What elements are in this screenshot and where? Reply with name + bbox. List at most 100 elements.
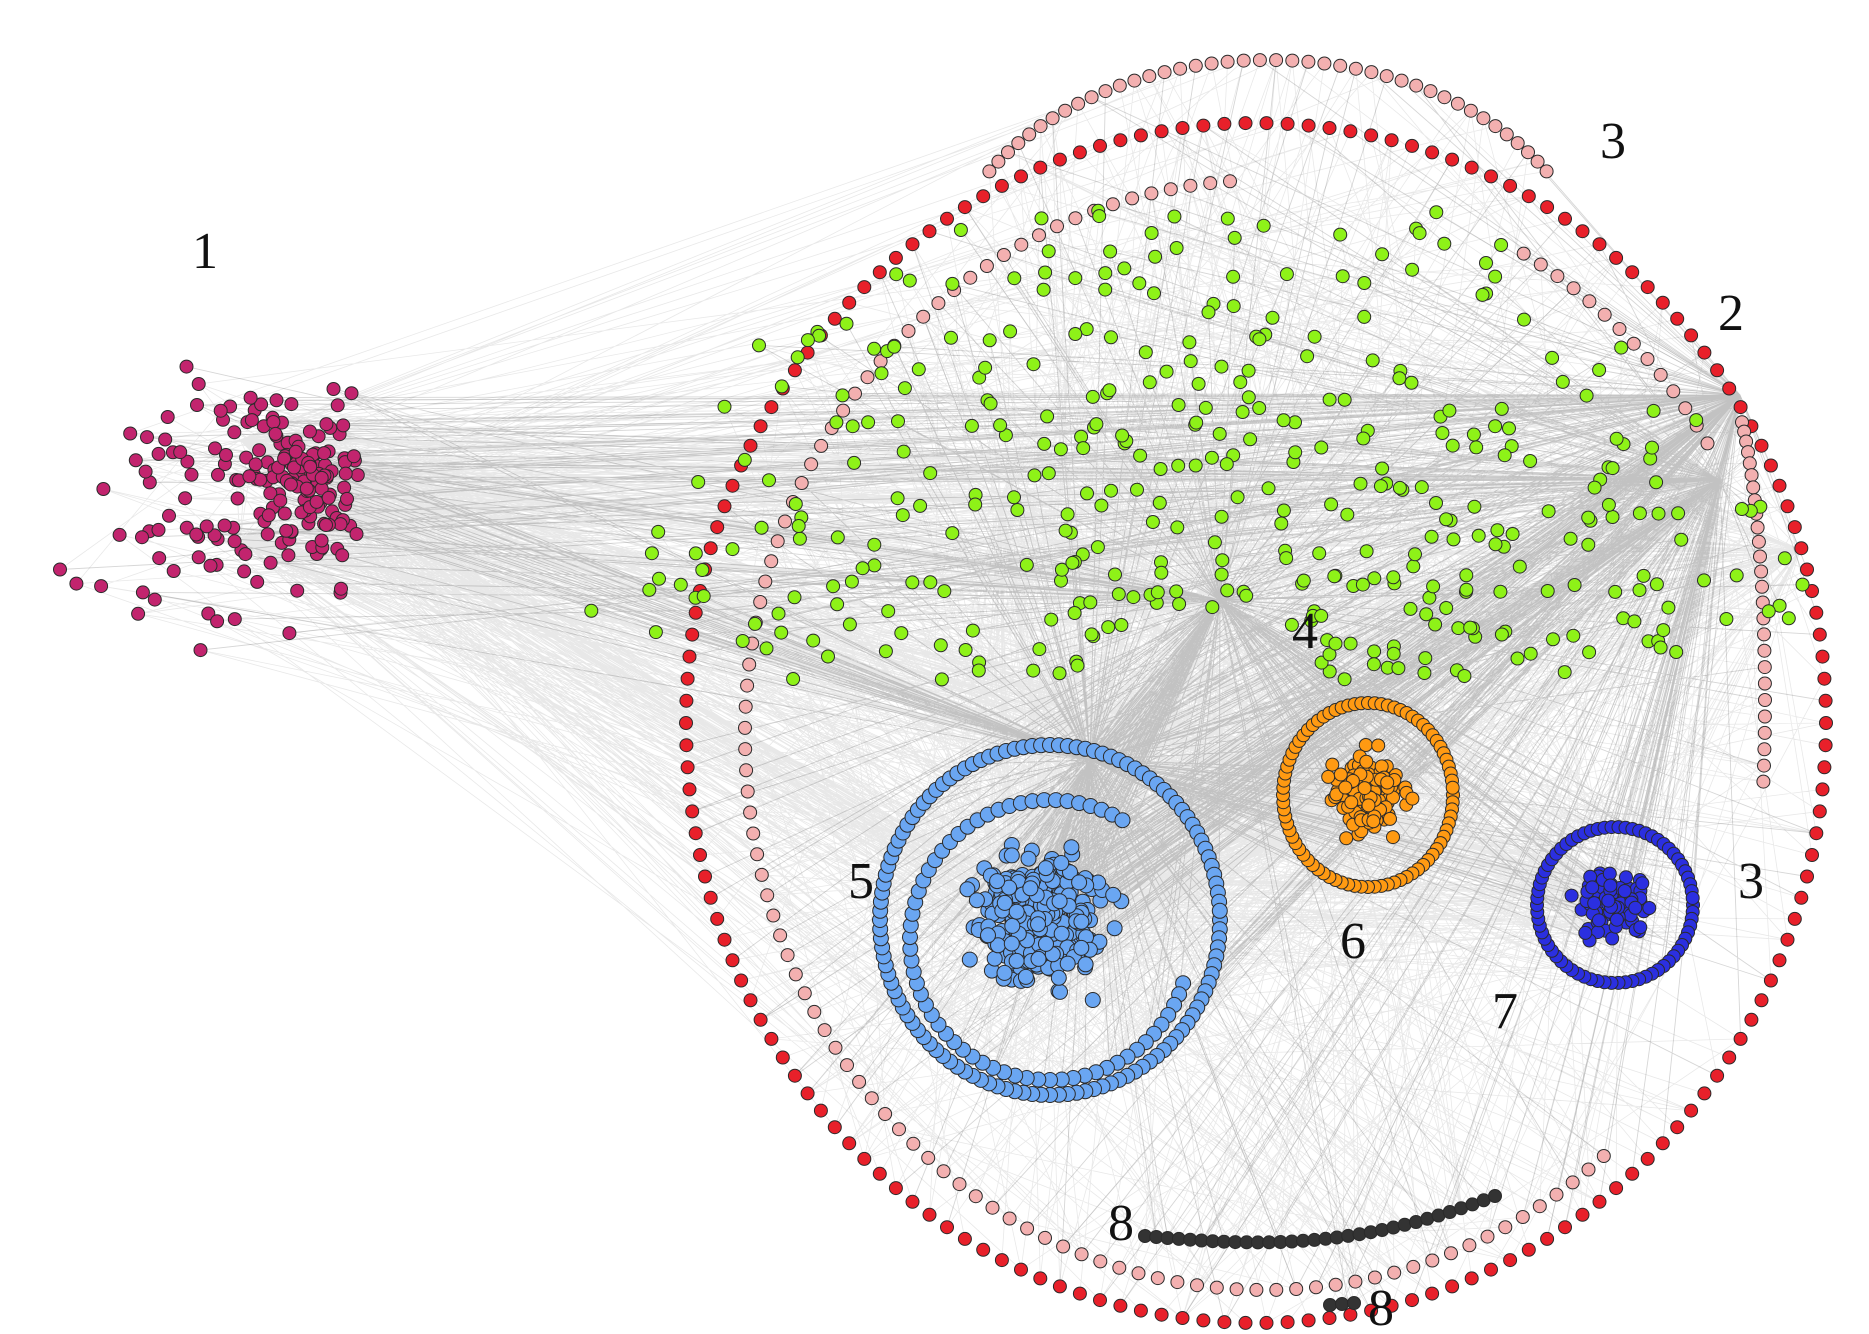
node-cluster-3: [1516, 246, 1531, 261]
node-cluster-4: [1041, 466, 1056, 481]
node-cluster-2: [1818, 738, 1833, 753]
node-cluster-1: [135, 530, 149, 545]
node-cluster-2: [1425, 145, 1440, 160]
node-cluster-2: [1384, 1298, 1399, 1313]
node-cluster-2: [787, 363, 802, 378]
node-cluster-2: [1640, 1151, 1655, 1166]
node-cluster-3: [1190, 1278, 1204, 1293]
node-cluster-2: [1093, 1293, 1107, 1308]
cluster-4-label: 4: [1292, 603, 1318, 660]
node-cluster-2: [679, 693, 694, 708]
node-cluster-4: [1579, 388, 1594, 403]
node-cluster-2: [698, 869, 712, 884]
node-cluster-4: [1090, 540, 1105, 555]
node-cluster-1: [321, 490, 336, 505]
node-cluster-4: [889, 267, 904, 282]
node-cluster-2: [1817, 760, 1832, 775]
node-cluster-4: [1076, 441, 1091, 456]
cluster-4-nodes: [584, 203, 1810, 687]
node-cluster-3: [1626, 336, 1641, 351]
node-cluster-7: [1601, 893, 1616, 908]
node-cluster-2: [994, 178, 1009, 193]
node-cluster-1: [349, 527, 364, 541]
node-cluster-4: [830, 597, 845, 612]
node-cluster-2: [1133, 1303, 1148, 1318]
node-cluster-1: [158, 432, 173, 447]
node-cluster-4: [1007, 271, 1022, 286]
node-cluster-4: [1215, 553, 1230, 568]
node-cluster-4: [1084, 627, 1099, 642]
node-cluster-4: [1587, 480, 1602, 495]
node-cluster-7: [1609, 912, 1624, 927]
node-cluster-4: [1126, 590, 1141, 605]
node-cluster-3: [1068, 211, 1083, 226]
node-cluster-4: [855, 561, 870, 576]
node-cluster-2: [1684, 1103, 1699, 1118]
node-cluster-4: [1252, 332, 1267, 347]
node-cluster-5: [1003, 847, 1020, 864]
node-cluster-1: [227, 534, 242, 549]
node-cluster-5: [996, 964, 1013, 981]
node-cluster-5: [1037, 860, 1054, 877]
node-cluster-4: [905, 575, 920, 590]
node-cluster-4: [1367, 644, 1382, 659]
node-cluster-2: [1794, 890, 1809, 905]
node-cluster-2: [1780, 499, 1795, 514]
node-cluster-1: [179, 359, 194, 374]
node-cluster-4: [1545, 350, 1560, 365]
node-cluster-1: [219, 448, 233, 462]
node-cluster-4: [845, 419, 860, 434]
node-cluster-2: [1343, 124, 1358, 139]
node-cluster-4: [1781, 611, 1796, 626]
node-cluster-4: [1148, 249, 1163, 264]
node-cluster-2: [1754, 438, 1769, 453]
node-cluster-5: [1017, 968, 1034, 985]
node-cluster-1: [330, 398, 345, 413]
node-cluster-4: [1343, 636, 1358, 651]
node-cluster-3: [991, 154, 1006, 169]
node-cluster-2: [688, 605, 703, 620]
node-cluster-2: [1815, 782, 1830, 797]
edge-layer: [59, 59, 1827, 1324]
node-cluster-4: [1490, 523, 1505, 538]
node-cluster-3: [1742, 456, 1757, 471]
node-cluster-2: [1280, 116, 1295, 131]
node-cluster-4: [1041, 244, 1056, 259]
node-cluster-4: [1256, 218, 1271, 233]
node-cluster-2: [1503, 1253, 1518, 1268]
node-cluster-3: [1285, 53, 1300, 68]
node-cluster-4: [1169, 241, 1184, 255]
node-cluster-4: [1729, 568, 1744, 583]
node-cluster-5: [1084, 992, 1101, 1008]
node-cluster-1: [333, 517, 348, 532]
node-cluster-1: [201, 606, 216, 621]
node-cluster-3: [1038, 1230, 1052, 1245]
node-cluster-5: [1063, 839, 1080, 856]
node-cluster-3: [773, 928, 788, 943]
node-cluster-3: [738, 720, 752, 735]
node-cluster-2: [1259, 116, 1274, 131]
node-cluster-4: [1144, 226, 1159, 240]
node-cluster-4: [1003, 324, 1018, 339]
node-cluster-1: [96, 482, 111, 496]
node-cluster-3: [758, 574, 773, 589]
node-cluster-4: [1207, 535, 1222, 550]
node-cluster-4: [1563, 531, 1578, 546]
node-cluster-2: [1805, 848, 1819, 862]
node-cluster-1: [242, 469, 257, 484]
node-cluster-4: [1108, 567, 1122, 582]
node-cluster-3: [1098, 84, 1113, 99]
node-cluster-4: [771, 606, 786, 621]
node-cluster-4: [1581, 510, 1596, 525]
node-cluster-3: [1209, 1280, 1224, 1295]
node-cluster-6: [1359, 754, 1374, 769]
node-cluster-4: [913, 498, 928, 513]
node-cluster-4: [1132, 276, 1147, 291]
node-cluster-3: [1157, 65, 1172, 80]
node-cluster-2: [1464, 1271, 1479, 1286]
node-cluster-1: [69, 576, 84, 591]
node-cluster-4: [1488, 419, 1503, 434]
node-cluster-4: [1010, 503, 1025, 517]
node-cluster-3: [1757, 627, 1771, 642]
node-cluster-2: [1033, 1271, 1048, 1286]
